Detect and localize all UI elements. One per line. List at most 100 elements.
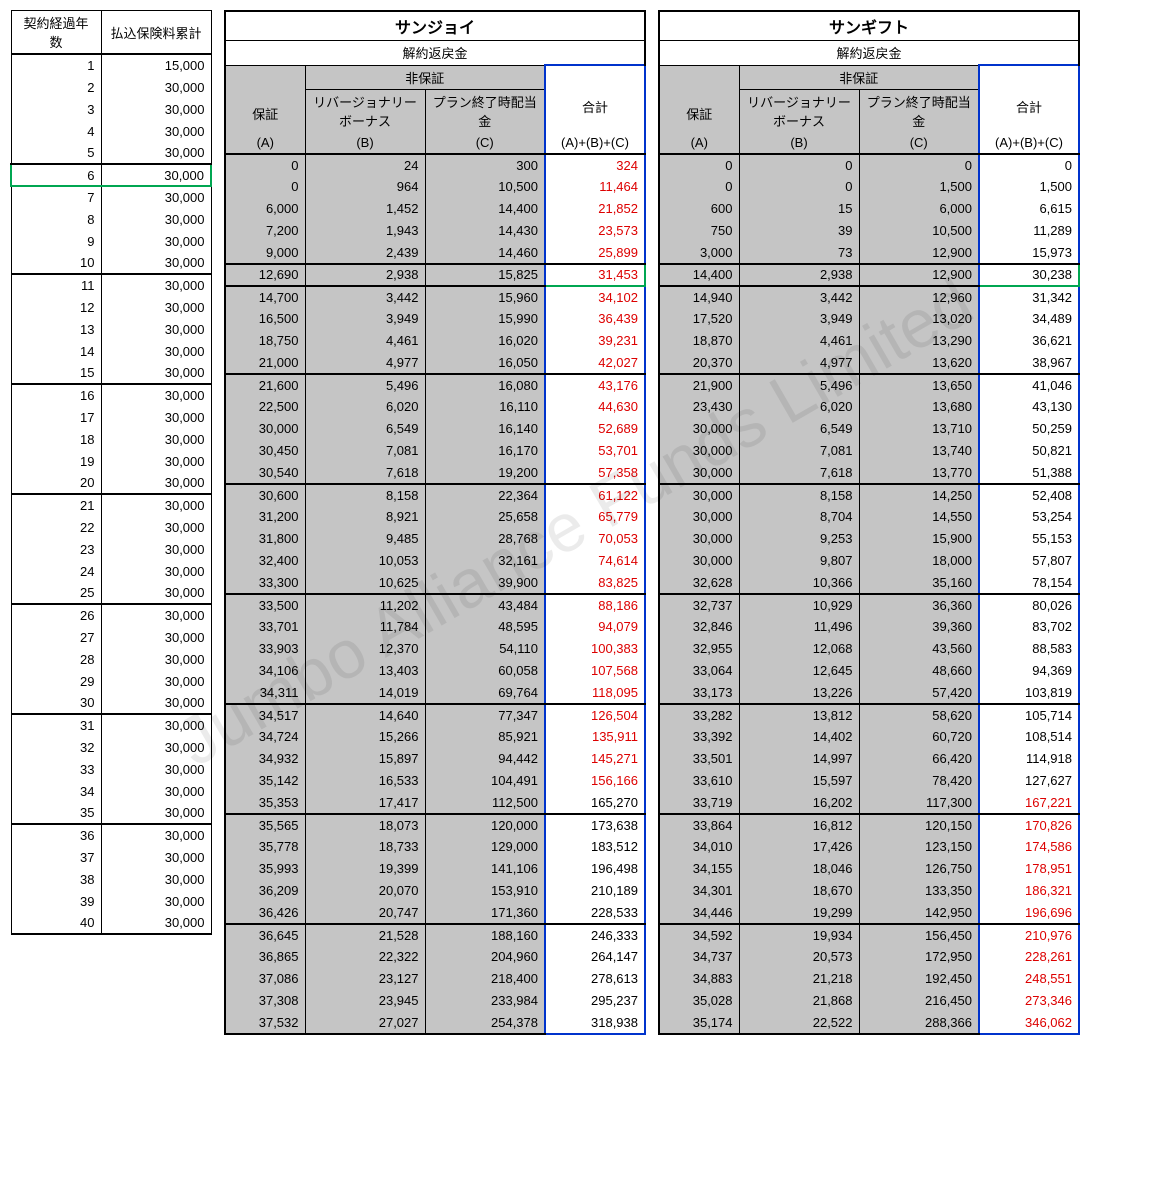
cell-premium: 30,000 bbox=[101, 670, 211, 692]
table-row: 32,62810,36635,16078,154 bbox=[659, 572, 1079, 594]
cell-premium: 30,000 bbox=[101, 186, 211, 208]
cell-total: 295,237 bbox=[545, 990, 645, 1012]
cell-year: 19 bbox=[11, 450, 101, 472]
cell-c: 14,400 bbox=[425, 198, 545, 220]
cell-total: 100,383 bbox=[545, 638, 645, 660]
cell-total: 94,079 bbox=[545, 616, 645, 638]
cell-c: 172,950 bbox=[859, 946, 979, 968]
cell-year: 35 bbox=[11, 802, 101, 824]
table-row: 34,88321,218192,450248,551 bbox=[659, 968, 1079, 990]
product2-subA: (A) bbox=[659, 132, 739, 154]
cell-a: 33,610 bbox=[659, 770, 739, 792]
cell-year: 3 bbox=[11, 98, 101, 120]
product1-table: サンジョイ 解約返戻金 保証 非保証 合計 リバージョナリーボーナス プラン終了… bbox=[224, 10, 646, 1035]
cell-premium: 30,000 bbox=[101, 472, 211, 494]
cell-b: 11,202 bbox=[305, 594, 425, 616]
cell-total: 30,238 bbox=[979, 264, 1079, 286]
cell-b: 3,949 bbox=[305, 308, 425, 330]
cell-a: 33,501 bbox=[659, 748, 739, 770]
cell-c: 14,250 bbox=[859, 484, 979, 506]
table-row: 34,51714,64077,347126,504 bbox=[225, 704, 645, 726]
cell-a: 22,500 bbox=[225, 396, 305, 418]
cell-b: 8,158 bbox=[739, 484, 859, 506]
cell-b: 15,897 bbox=[305, 748, 425, 770]
cell-premium: 30,000 bbox=[101, 406, 211, 428]
cell-a: 35,028 bbox=[659, 990, 739, 1012]
cell-total: 11,289 bbox=[979, 220, 1079, 242]
cell-b: 964 bbox=[305, 176, 425, 198]
cell-a: 30,450 bbox=[225, 440, 305, 462]
cell-a: 17,520 bbox=[659, 308, 739, 330]
cell-a: 34,517 bbox=[225, 704, 305, 726]
table-row: 600156,0006,615 bbox=[659, 198, 1079, 220]
cell-a: 7,200 bbox=[225, 220, 305, 242]
table-row: 35,35317,417112,500165,270 bbox=[225, 792, 645, 814]
cell-b: 8,921 bbox=[305, 506, 425, 528]
cell-total: 1,500 bbox=[979, 176, 1079, 198]
cell-c: 25,658 bbox=[425, 506, 545, 528]
cell-a: 30,000 bbox=[659, 418, 739, 440]
cell-c: 13,650 bbox=[859, 374, 979, 396]
cell-c: 35,160 bbox=[859, 572, 979, 594]
table-row: 30,0007,61813,77051,388 bbox=[659, 462, 1079, 484]
cell-a: 34,311 bbox=[225, 682, 305, 704]
cell-a: 21,000 bbox=[225, 352, 305, 374]
cell-total: 228,533 bbox=[545, 902, 645, 924]
cell-total: 43,176 bbox=[545, 374, 645, 396]
cell-a: 35,565 bbox=[225, 814, 305, 836]
table-row: 35,56518,073120,000173,638 bbox=[225, 814, 645, 836]
cell-a: 0 bbox=[659, 176, 739, 198]
cell-c: 142,950 bbox=[859, 902, 979, 924]
product2-colB: リバージョナリーボーナス bbox=[739, 89, 859, 132]
cell-b: 16,812 bbox=[739, 814, 859, 836]
table-row: 37,30823,945233,984295,237 bbox=[225, 990, 645, 1012]
cell-a: 30,000 bbox=[659, 506, 739, 528]
cell-year: 31 bbox=[11, 714, 101, 736]
cell-total: 183,512 bbox=[545, 836, 645, 858]
cell-c: 10,500 bbox=[859, 220, 979, 242]
table-row: 1630,000 bbox=[11, 384, 211, 406]
table-row: 33,70111,78448,59594,079 bbox=[225, 616, 645, 638]
cell-total: 51,388 bbox=[979, 462, 1079, 484]
cell-a: 33,173 bbox=[659, 682, 739, 704]
cell-b: 4,977 bbox=[305, 352, 425, 374]
cell-a: 30,000 bbox=[659, 484, 739, 506]
table-row: 34,72415,26685,921135,911 bbox=[225, 726, 645, 748]
cell-c: 6,000 bbox=[859, 198, 979, 220]
table-row: 35,17422,522288,366346,062 bbox=[659, 1012, 1079, 1034]
cell-a: 35,353 bbox=[225, 792, 305, 814]
cell-total: 273,346 bbox=[979, 990, 1079, 1012]
cell-total: 42,027 bbox=[545, 352, 645, 374]
left-table-body: 115,000230,000330,000430,000530,000630,0… bbox=[11, 54, 211, 934]
cell-total: 170,826 bbox=[979, 814, 1079, 836]
product2-body: 0000001,5001,500600156,0006,6157503910,5… bbox=[659, 154, 1079, 1034]
cell-a: 31,800 bbox=[225, 528, 305, 550]
cell-b: 13,226 bbox=[739, 682, 859, 704]
cell-total: 196,696 bbox=[979, 902, 1079, 924]
cell-c: 16,140 bbox=[425, 418, 545, 440]
cell-c: 188,160 bbox=[425, 924, 545, 946]
cell-a: 33,282 bbox=[659, 704, 739, 726]
cell-a: 33,300 bbox=[225, 572, 305, 594]
cell-b: 20,747 bbox=[305, 902, 425, 924]
cell-premium: 30,000 bbox=[101, 362, 211, 384]
cell-premium: 30,000 bbox=[101, 824, 211, 846]
tables-container: 契約経過年数 払込保険料累計 115,000230,000330,000430,… bbox=[10, 10, 1139, 1035]
cell-b: 7,618 bbox=[739, 462, 859, 484]
product1-colT: 合計 bbox=[545, 65, 645, 132]
cell-a: 30,000 bbox=[659, 550, 739, 572]
cell-a: 600 bbox=[659, 198, 739, 220]
cell-total: 50,821 bbox=[979, 440, 1079, 462]
table-row: 30,0009,25315,90055,153 bbox=[659, 528, 1079, 550]
cell-c: 15,825 bbox=[425, 264, 545, 286]
cell-a: 30,540 bbox=[225, 462, 305, 484]
cell-premium: 30,000 bbox=[101, 692, 211, 714]
cell-b: 19,299 bbox=[739, 902, 859, 924]
cell-year: 11 bbox=[11, 274, 101, 296]
cell-c: 57,420 bbox=[859, 682, 979, 704]
cell-total: 318,938 bbox=[545, 1012, 645, 1034]
cell-a: 33,500 bbox=[225, 594, 305, 616]
cell-year: 37 bbox=[11, 846, 101, 868]
cell-a: 35,778 bbox=[225, 836, 305, 858]
product2-colA: 保証 bbox=[659, 65, 739, 132]
